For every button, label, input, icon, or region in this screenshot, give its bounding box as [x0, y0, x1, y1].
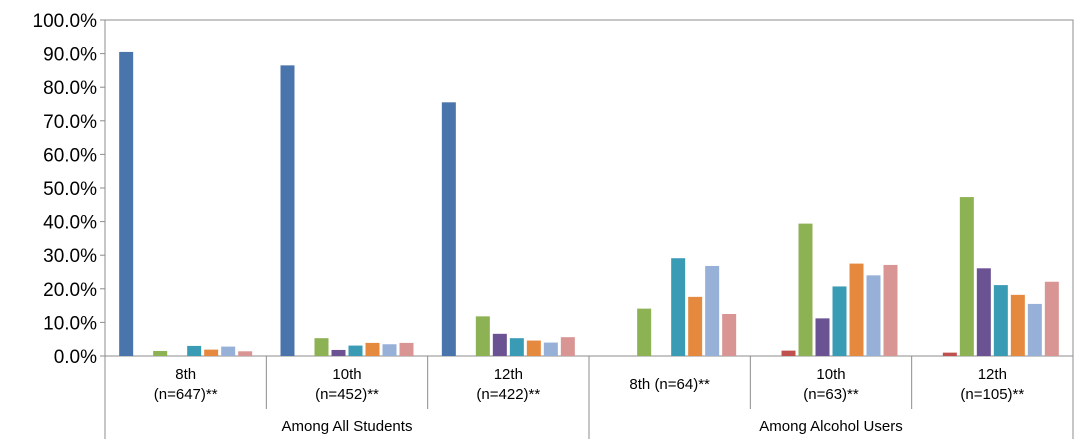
- y-tick-label: 0.0%: [54, 347, 97, 368]
- bar: [637, 308, 652, 356]
- bar: [705, 265, 720, 356]
- bar: [238, 351, 253, 356]
- bar: [815, 318, 830, 356]
- x-category-label: (n=452)**: [315, 386, 379, 403]
- bar: [722, 314, 737, 356]
- bar: [781, 350, 796, 356]
- x-category-label: 8th: [175, 366, 196, 383]
- bar: [959, 197, 974, 356]
- bar: [509, 338, 524, 356]
- x-category-label: (n=63)**: [803, 386, 859, 403]
- bar: [314, 338, 329, 356]
- x-category-label: 12th: [978, 366, 1007, 383]
- y-tick-label: 90.0%: [43, 45, 97, 66]
- y-tick-label: 10.0%: [43, 313, 97, 334]
- bar: [204, 349, 219, 356]
- bars: [119, 51, 1059, 357]
- axes: [100, 19, 1074, 439]
- x-category-label: (n=647)**: [154, 386, 218, 403]
- bar: [1027, 303, 1042, 356]
- x-group-label: Among Alcohol Users: [759, 418, 902, 435]
- bar: [441, 102, 456, 356]
- bar: [883, 264, 898, 356]
- plot-border: [105, 19, 1074, 356]
- bar: [1044, 281, 1059, 356]
- bar: [866, 275, 881, 356]
- x-category-label: 10th: [332, 366, 361, 383]
- x-category-label: (n=105)**: [960, 386, 1024, 403]
- y-tick-label: 100.0%: [33, 11, 98, 32]
- bar: [688, 296, 703, 356]
- bar: [382, 344, 397, 356]
- bar: [280, 65, 295, 357]
- x-category-label: 10th: [816, 366, 845, 383]
- bar: [832, 286, 847, 356]
- bar: [153, 350, 168, 356]
- bar: [1010, 294, 1025, 356]
- bar: [671, 258, 686, 356]
- x-category-label: 12th: [494, 366, 523, 383]
- bar: [475, 316, 490, 356]
- bar: [331, 349, 346, 356]
- bar: [942, 352, 957, 356]
- bar: [798, 223, 813, 356]
- bar: [526, 340, 541, 356]
- bar: [492, 333, 507, 356]
- x-group-label: Among All Students: [282, 418, 413, 435]
- y-tick-label: 60.0%: [43, 145, 97, 166]
- bar: [348, 345, 363, 356]
- y-tick-label: 30.0%: [43, 246, 97, 267]
- bar: [993, 285, 1008, 356]
- y-tick-label: 50.0%: [43, 179, 97, 200]
- bar: [976, 268, 991, 356]
- bar: [221, 346, 236, 356]
- bar: [187, 345, 202, 356]
- bar: [849, 263, 864, 356]
- x-category-label: (n=422)**: [476, 386, 540, 403]
- bar: [119, 51, 134, 357]
- labels: 0.0% 10.0% 20.0% 30.0% 40.0% 50.0% 60.0% 70.0% 8…: [33, 11, 1025, 435]
- bar: [399, 342, 414, 356]
- y-tick-label: 70.0%: [43, 112, 97, 133]
- bar: [560, 337, 575, 356]
- bar: [365, 342, 380, 356]
- x-category-label: 8th (n=64)**: [629, 376, 710, 393]
- y-tick-label: 40.0%: [43, 213, 97, 234]
- bar: [543, 342, 558, 356]
- y-tick-label: 20.0%: [43, 280, 97, 301]
- y-tick-label: 80.0%: [43, 78, 97, 99]
